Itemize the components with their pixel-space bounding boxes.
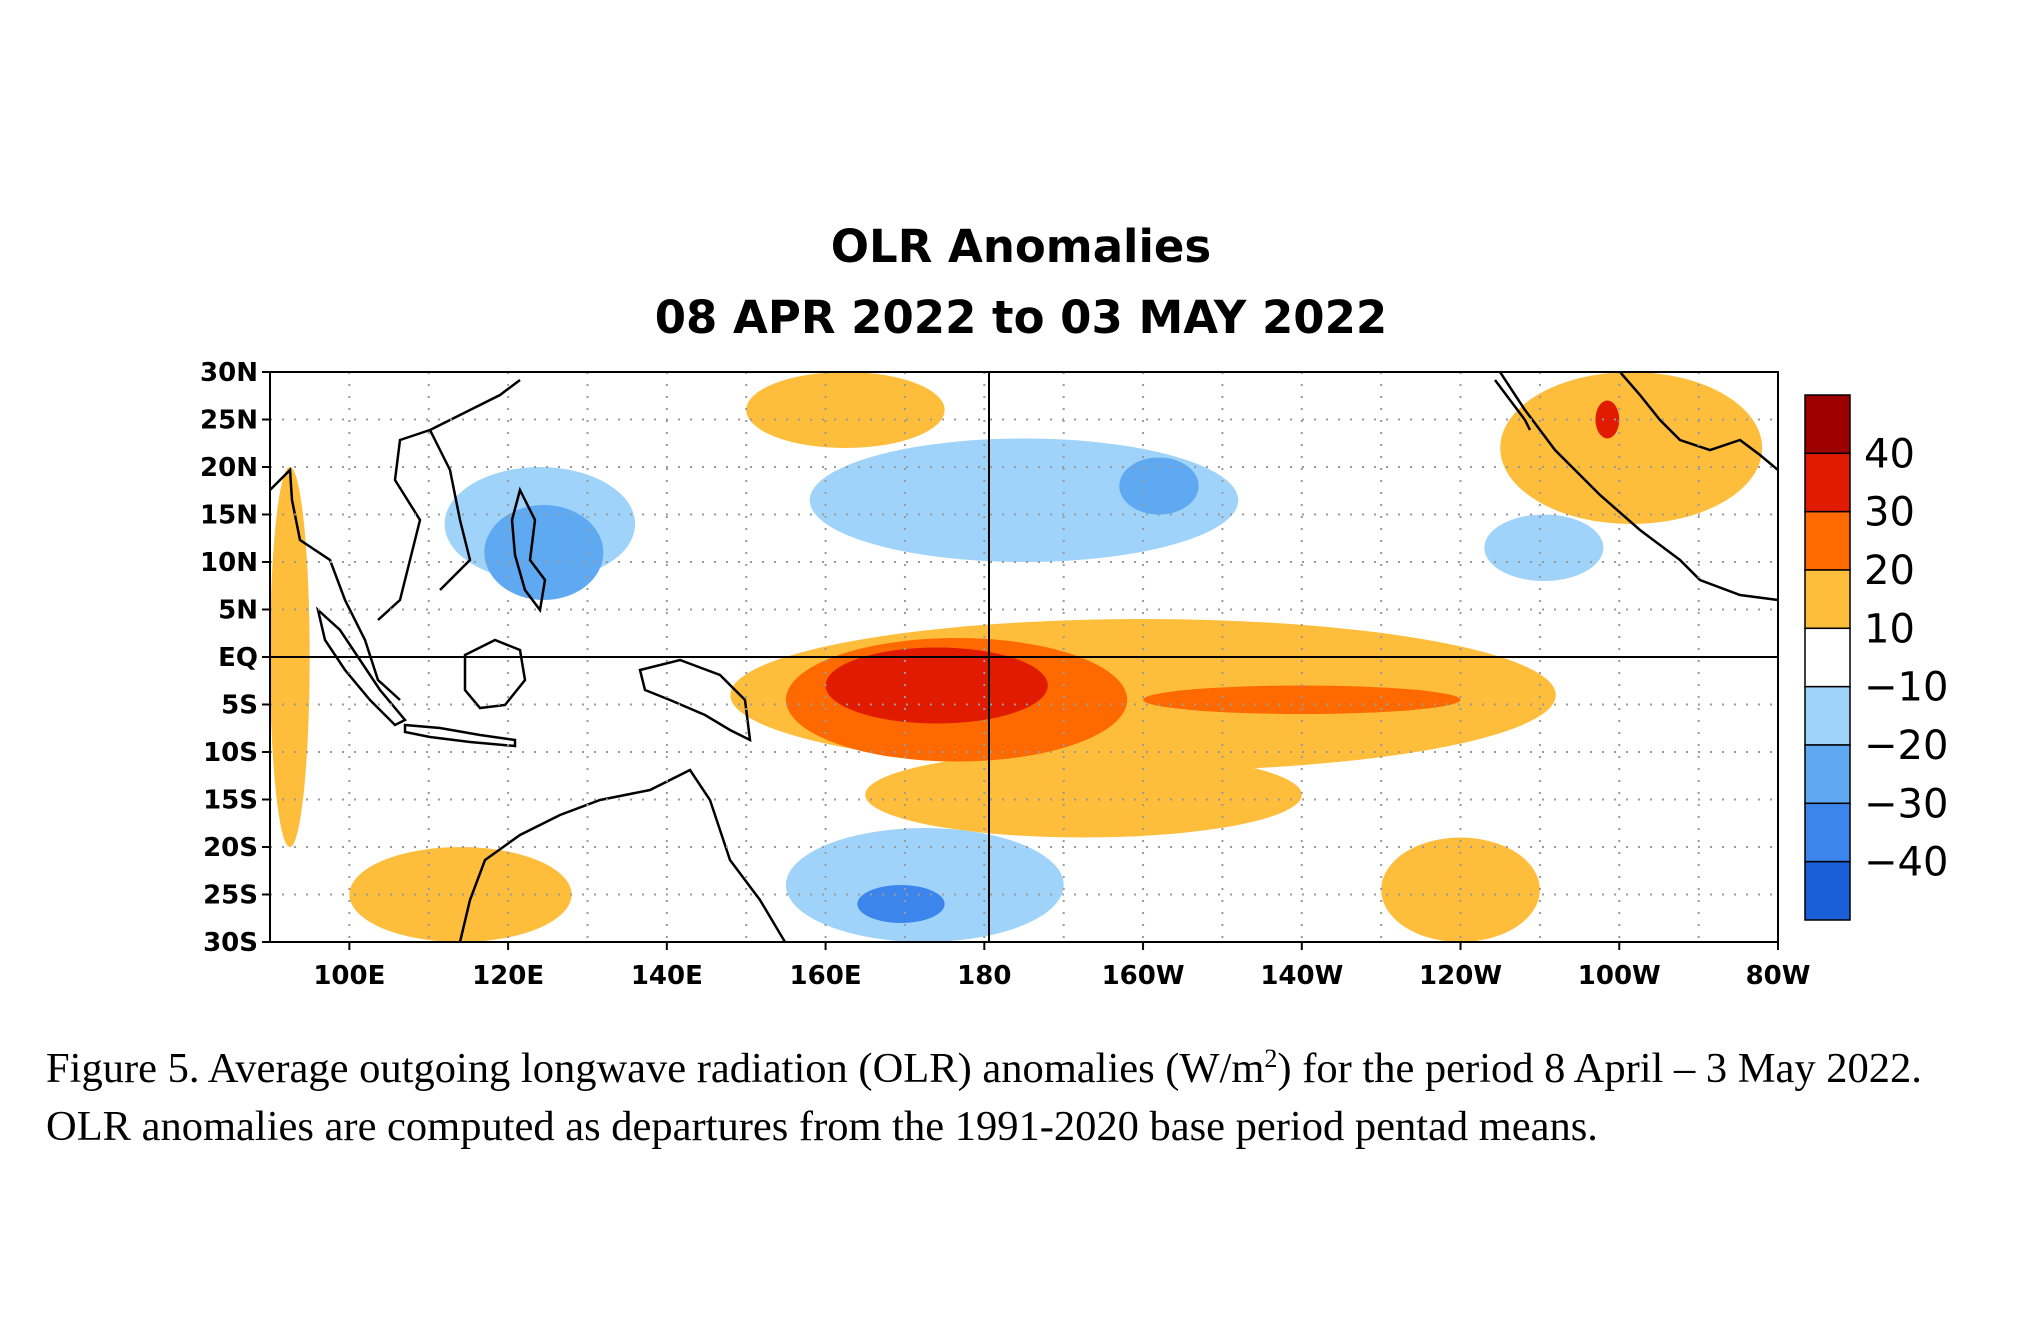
colorbar: 40 30 20 10 −10 −20 −30 −40 [1804,394,1948,921]
y-tick-label: 25N [200,406,258,436]
x-tick-label: 100E [313,961,385,991]
coast-new-guinea [638,658,752,743]
coast-borneo [463,638,527,710]
anomaly-region-pos-10-4 [349,847,572,942]
colorbar-label: 10 [1864,606,1915,652]
y-tick-label: 30S [203,928,258,958]
y-tick-label: 15S [203,786,258,816]
anomaly-region-neg-10-14 [1484,514,1604,581]
colorbar-label: 40 [1864,431,1915,477]
colorbar-label: −40 [1864,840,1948,886]
x-tick-label: 140W [1260,961,1343,991]
colorbar-swatch [1804,510,1851,571]
coast-baja [1494,379,1532,431]
colorbar-swatch [1804,685,1851,746]
x-tick-label: 160W [1102,961,1185,991]
anomaly-region-pos-30-9 [825,647,1048,724]
colorbar-label: −20 [1864,723,1948,769]
coast-sumatra [315,606,407,727]
anomaly-region-pos-10-3 [1500,372,1763,524]
anomaly-region-pos-10-2 [746,372,945,448]
anomaly-region-neg-30-17 [857,885,945,923]
coastlines [270,372,1778,942]
colorbar-swatch [1804,860,1851,921]
x-tick-label: 140E [631,961,703,991]
coast-australia [458,768,787,942]
y-tick-label: 5N [218,596,258,626]
caption-text-2: ) for the period 8 April – 3 May 2022. O… [46,1045,1922,1150]
coast-central-america [1498,372,1778,602]
y-tick-label: 20N [200,453,258,483]
y-axis: 30N 25N 20N 15N 10N 5N EQ 5S 10S 15S 20S 25S 30S [200,358,270,958]
x-tick-label: 160E [790,961,862,991]
y-tick-label: EQ [218,643,258,673]
y-tick-label: 10N [200,548,258,578]
colorbar-swatch [1804,452,1851,513]
olr-anomaly-chart: OLR Anomalies 08 APR 2022 to 03 MAY 2022… [200,220,1948,991]
caption-superscript: 2 [1264,1043,1278,1073]
y-tick-label: 25S [203,881,258,911]
colorbar-swatch [1804,394,1851,455]
colorbar-label: 30 [1864,490,1915,536]
colorbar-label: −30 [1864,781,1948,827]
anomaly-region-pos-10-1 [865,752,1302,838]
x-tick-label: 120W [1419,961,1502,991]
x-axis: 100E 120E 140E 160E 180 160W 140W 120W 100W 80W [313,942,1810,991]
x-tick-label: 120E [472,961,544,991]
colorbar-swatch [1804,569,1851,630]
coast-java [403,723,517,748]
y-tick-label: 30N [200,358,258,388]
chart-title: OLR Anomalies [831,220,1211,273]
colorbar-swatch [1804,744,1851,805]
colorbar-label: −10 [1864,665,1948,711]
chart-subtitle: 08 APR 2022 to 03 MAY 2022 [655,291,1388,344]
figure-caption: Figure 5. Average outgoing longwave radi… [46,1040,2006,1156]
anomaly-region-neg-20-16 [1119,457,1199,515]
y-tick-label: 20S [203,833,258,863]
x-tick-label: 100W [1578,961,1661,991]
colorbar-swatch [1804,802,1851,863]
caption-text-1: Figure 5. Average outgoing longwave radi… [46,1045,1265,1092]
colorbar-swatch [1804,627,1851,688]
anomaly-region-pos-20-8 [1143,685,1461,714]
colorbar-label: 20 [1864,548,1915,594]
anomaly-region-neg-20-15 [484,505,604,600]
y-tick-label: 10S [203,738,258,768]
coast-philippines [510,486,547,614]
anomaly-region-pos-30-10 [1595,400,1620,439]
anomaly-region-neg-10-13 [785,828,1064,942]
x-tick-label: 180 [957,961,1011,991]
y-tick-label: 15N [200,501,258,531]
x-tick-label: 80W [1746,961,1811,991]
y-tick-label: 5S [221,691,258,721]
